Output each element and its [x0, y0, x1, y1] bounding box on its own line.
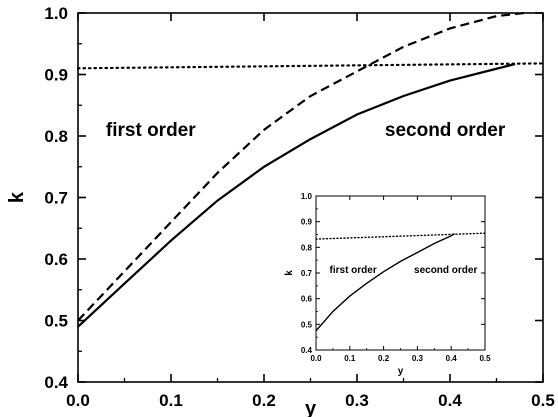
inset-x-axis-label: y — [398, 366, 404, 377]
inset-y-tick-label: 0.6 — [301, 295, 313, 304]
inset-y-tick-label: 1.0 — [301, 192, 313, 201]
inset-annotation-first-order: first order — [330, 265, 377, 276]
main-y-tick-label: 0.8 — [44, 127, 68, 146]
main-y-tick-label: 0.7 — [44, 189, 68, 208]
main-x-tick-label: 0.0 — [66, 391, 90, 410]
main-series-solid-line — [77, 62, 516, 328]
inset-y-tick-label: 0.9 — [301, 218, 313, 227]
main-y-tick-label: 0.5 — [44, 312, 68, 331]
inset-y-tick-label: 0.8 — [301, 243, 313, 252]
inset-y-tick-label: 0.4 — [301, 346, 313, 355]
main-y-tick-label: 0.9 — [44, 66, 68, 85]
inset-chart: 0.0 0.1 0.2 0.3 0.4 0.5 0.4 0.5 0.6 0.7 0.8 0.9 1.0 y… — [284, 192, 491, 377]
main-x-tick-label: 0.3 — [345, 391, 369, 410]
inset-y-tick-label: 0.7 — [301, 269, 313, 278]
inset-series-solid-line — [315, 233, 455, 332]
inset-plot-frame — [315, 195, 486, 351]
main-x-tick-label: 0.1 — [159, 391, 183, 410]
inset-y-tick-label: 0.5 — [301, 320, 313, 329]
main-x-axis-label: y — [305, 398, 317, 417]
main-x-tick-label: 0.5 — [531, 391, 555, 410]
main-y-axis-label: k — [6, 191, 28, 203]
main-y-tick-label: 1.0 — [44, 4, 68, 23]
inset-x-tick-label: 0.1 — [344, 354, 356, 363]
inset-y-axis-label: k — [284, 270, 295, 276]
main-series-dotted-line — [76, 62, 545, 70]
inset-x-tick-label: 0.2 — [378, 354, 390, 363]
inset-x-tick-label: 0.3 — [412, 354, 424, 363]
main-x-tick-label: 0.4 — [438, 391, 462, 410]
main-chart: 0.0 0.1 0.2 0.3 0.4 0.5 0.4 0.5 0.6 0.7 0.8 0.9 1.0 y… — [6, 4, 555, 417]
main-y-tick-label: 0.6 — [44, 250, 68, 269]
main-annotation-first-order: first order — [106, 120, 196, 141]
inset-annotation-second-order: second order — [414, 265, 477, 276]
main-y-tick-label: 0.4 — [44, 373, 68, 392]
inset-x-tick-label: 0.5 — [479, 354, 491, 363]
main-series-dashed-line — [77, 11, 525, 322]
inset-x-tick-label: 0.4 — [446, 354, 458, 363]
inset-x-tick-label: 0.0 — [310, 354, 322, 363]
inset-series-dotted-line — [315, 232, 486, 240]
main-annotation-second-order: second order — [385, 120, 506, 141]
main-x-tick-label: 0.2 — [252, 391, 276, 410]
